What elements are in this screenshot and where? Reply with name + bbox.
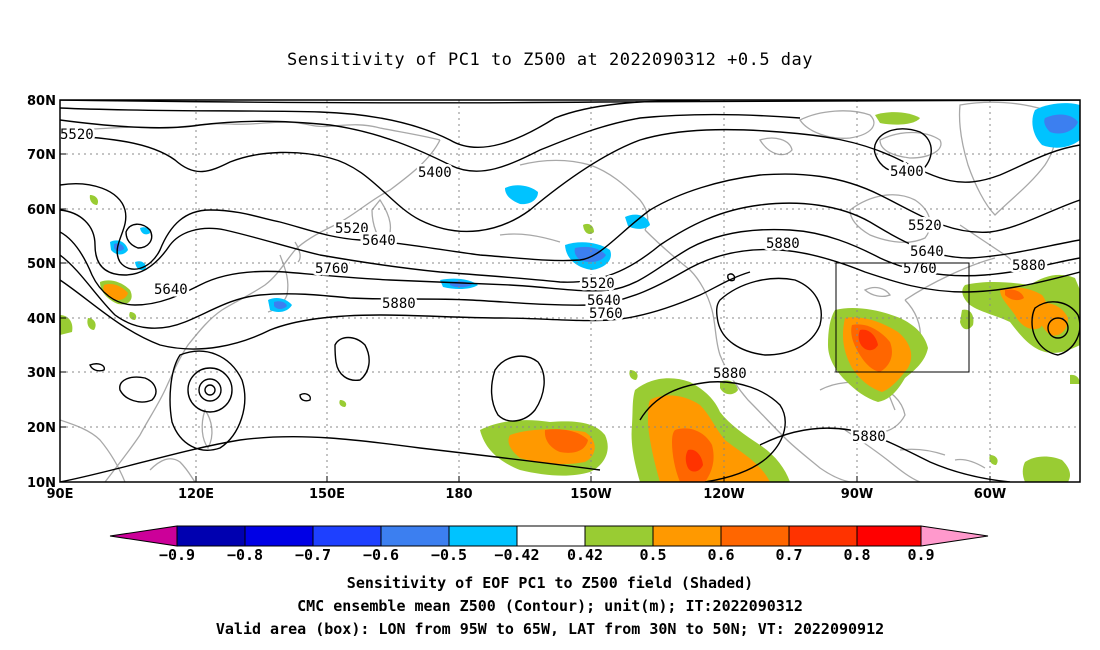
colorbar-segment-4 [380,525,450,547]
colorbar-label: 0.6 [707,546,734,564]
contour-label-5880-na: 5880 [766,236,800,252]
caption-valid-area: Valid area (box): LON from 95W to 65W, L… [215,620,885,638]
lon-label-90w: 90W [841,487,873,502]
latitude-labels: 10N 20N 30N 40N 50N 60N 70N 80N [27,94,56,491]
lat-label-40n: 40N [27,312,56,327]
colorbar-label: −0.6 [363,546,399,564]
colorbar-label: 0.9 [907,546,934,564]
colorbar-left-arrow [109,525,178,547]
colorbar-segment-6 [516,525,586,547]
contour-label-5640-pacific: 5640 [362,233,396,249]
colorbar-segment-9 [720,525,790,547]
colorbar-segment-1 [176,525,246,547]
contour-label-5760-pacific: 5760 [315,261,349,277]
map-title: Sensitivity of PC1 to Z500 at 2022090312… [286,50,813,70]
colorbar-segment-5 [448,525,518,547]
colorbar-label: −0.8 [227,546,263,564]
positive-shading [60,112,1080,482]
lon-label-150w: 150W [570,487,611,502]
colorbar-segment-8 [652,525,722,547]
z500-contours [60,100,1080,482]
contour-label-5640-east: 5640 [910,244,944,260]
contour-label-5880-pacific: 5880 [382,296,416,312]
lat-label-10n: 10N [27,476,56,491]
colorbar-segment-2 [244,525,314,547]
lon-label-120e: 120E [178,487,214,502]
colorbar-label: 0.7 [775,546,802,564]
lat-label-30n: 30N [27,366,56,381]
valid-area-box [835,262,970,373]
contour-label-5400-pacific: 5400 [418,165,452,181]
map-frame [59,99,1081,483]
lon-label-90e: 90E [47,487,74,502]
lat-lon-grid [60,100,1080,482]
lon-label-150e: 150E [309,487,345,502]
colorbar-right-arrow [920,525,989,547]
lat-label-70n: 70N [27,148,56,163]
contour-label-5520-east: 5520 [908,218,942,234]
axis-ticks [60,99,991,483]
lon-label-60w: 60W [974,487,1006,502]
colorbar-segment-7 [584,525,654,547]
contour-label-5520-west: 5520 [60,127,94,143]
sensitivity-shading [60,103,1080,482]
contour-label-5640-asia: 5640 [154,282,188,298]
colorbar-segment-10 [788,525,858,547]
colorbar-label: 0.42 [567,546,603,564]
map-plot-area: 5520 5400 5520 5640 5760 5880 5640 5520 … [60,100,1080,482]
contour-label-5880-gulf: 5880 [852,429,886,445]
lat-label-60n: 60N [27,203,56,218]
colorbar-label: −0.42 [494,546,539,564]
contour-label-5760-150w: 5760 [589,306,623,322]
colorbar-segment-3 [312,525,382,547]
colorbar: −0.9 −0.8 −0.7 −0.6 −0.5 −0.42 0.42 0.5 … [109,525,989,564]
contour-label-5640-150w: 5640 [587,293,621,309]
colorbar-label: −0.5 [431,546,467,564]
lon-label-180: 180 [445,487,472,502]
contour-label-5880-subtropic: 5880 [713,366,747,382]
colorbar-label: 0.8 [843,546,870,564]
longitude-labels: 90E 120E 150E 180 150W 120W 90W 60W [47,487,1007,502]
contour-label-5880-atlantic: 5880 [1012,258,1046,274]
contour-labels: 5520 5400 5520 5640 5760 5880 5640 5520 … [60,125,1048,448]
contour-label-5520-pacific: 5520 [335,221,369,237]
lat-label-20n: 20N [27,421,56,436]
caption-shading: Sensitivity of EOF PC1 to Z500 field (Sh… [346,574,754,592]
colorbar-label: 0.5 [639,546,666,564]
colorbar-label: −0.9 [159,546,195,564]
contour-label-5520-150w: 5520 [581,276,615,292]
contour-label-5760-east: 5760 [903,261,937,277]
lat-label-80n: 80N [27,94,56,109]
colorbar-segment-11 [856,525,922,547]
caption-contour: CMC ensemble mean Z500 (Contour); unit(m… [297,597,803,615]
lat-label-50n: 50N [27,257,56,272]
colorbar-label: −0.7 [295,546,331,564]
lon-label-120w: 120W [703,487,744,502]
coastlines [60,101,1057,482]
contour-label-5400-east: 5400 [890,164,924,180]
